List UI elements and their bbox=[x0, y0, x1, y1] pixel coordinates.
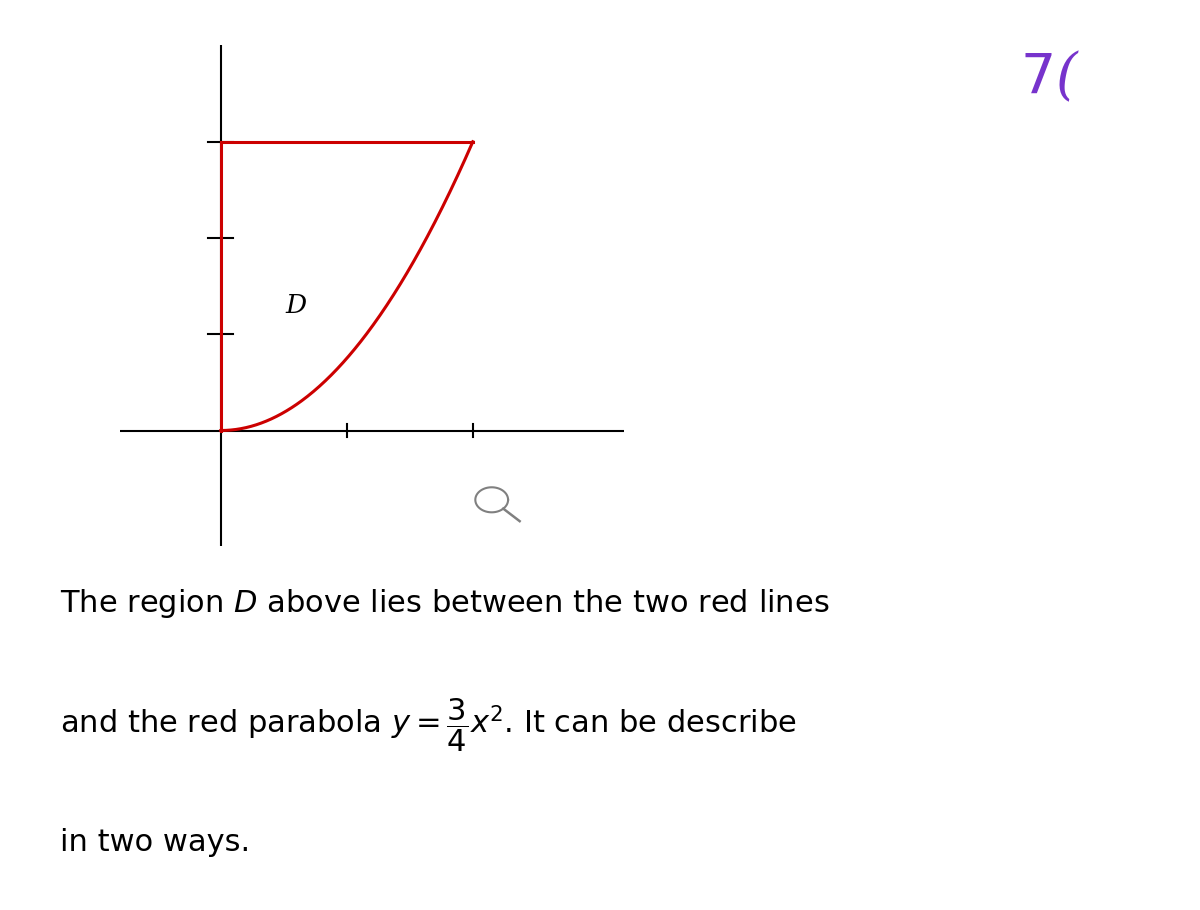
Text: $\it{7}$(: $\it{7}$( bbox=[1020, 50, 1080, 106]
Text: The region $D$ above lies between the two red lines: The region $D$ above lies between the tw… bbox=[60, 587, 829, 620]
Text: in two ways.: in two ways. bbox=[60, 828, 250, 857]
Text: and the red parabola $y = \dfrac{3}{4}x^2$. It can be describe: and the red parabola $y = \dfrac{3}{4}x^… bbox=[60, 696, 797, 753]
Text: D: D bbox=[286, 293, 307, 318]
